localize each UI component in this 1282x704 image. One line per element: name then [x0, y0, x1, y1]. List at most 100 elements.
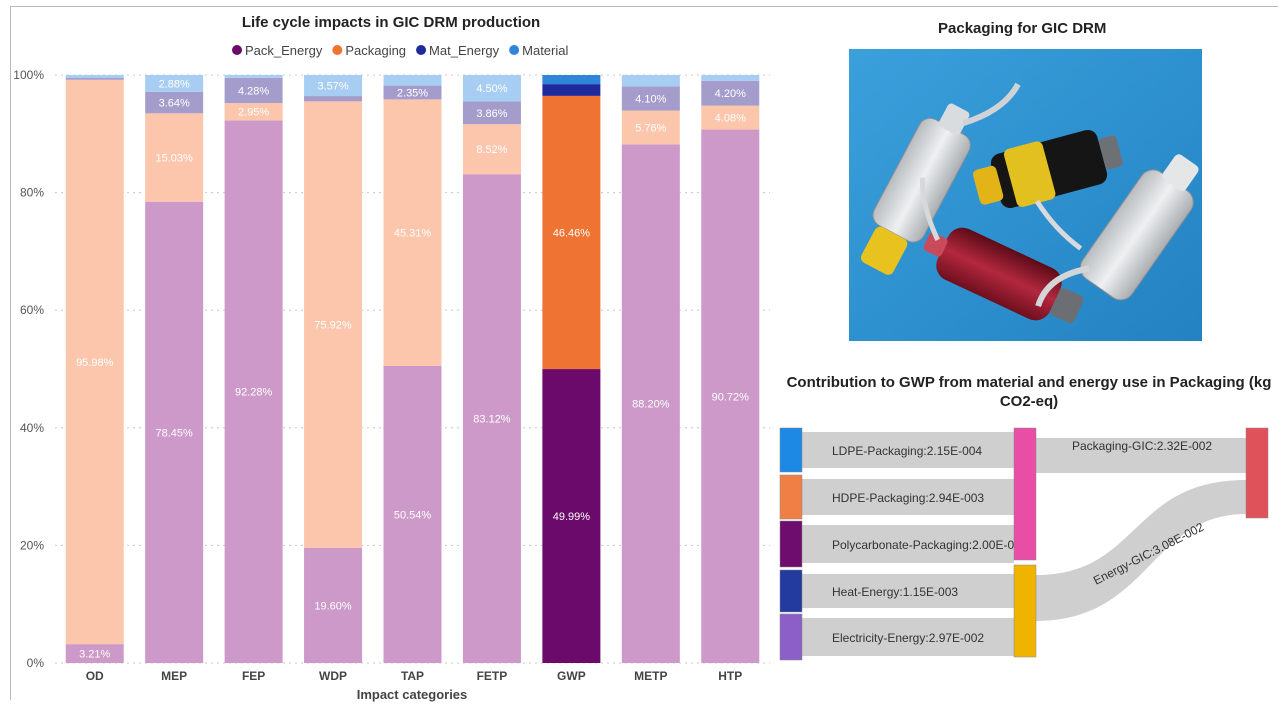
legend-marker — [416, 45, 427, 55]
bar-segment — [542, 84, 601, 96]
photo-title: Packaging for GIC DRM — [938, 20, 1107, 37]
bar-segment — [383, 85, 442, 100]
sankey-node-label: Electricity-Energy:2.97E-002 — [832, 631, 984, 645]
data-label: 92.28% — [235, 387, 273, 399]
legend-label: Material — [522, 43, 568, 58]
data-label: 88.20% — [632, 399, 670, 411]
bar-segment — [145, 201, 204, 664]
sankey-link-label: Packaging-GIC:2.32E-002 — [1072, 439, 1212, 453]
data-label: 4.08% — [715, 113, 746, 125]
bar-segment — [145, 91, 204, 114]
data-label: 15.03% — [156, 153, 194, 165]
bar-segment — [304, 547, 363, 663]
bar-segment — [65, 644, 124, 663]
data-label: 19.60% — [314, 600, 352, 612]
data-label: 46.46% — [553, 227, 591, 239]
bar-segment — [701, 80, 760, 106]
y-tick-label: 60% — [20, 303, 44, 317]
bar-segment — [621, 110, 680, 145]
sankey-node — [1013, 564, 1037, 658]
bar-segment — [224, 103, 283, 121]
sankey-node — [779, 569, 803, 613]
dashboard-frame — [10, 6, 1278, 700]
sankey-node — [779, 520, 803, 568]
bar-segment — [224, 77, 283, 104]
bar-segment — [65, 75, 124, 78]
legend-marker — [509, 45, 520, 55]
bar-segment — [304, 101, 363, 548]
data-label: 5.76% — [635, 122, 666, 134]
data-label: 2.95% — [238, 107, 269, 119]
bar-segment — [462, 174, 521, 663]
bar-segment — [65, 79, 124, 645]
bar-segment — [462, 101, 521, 125]
bar-segment — [304, 75, 363, 97]
legend-label: Mat_Energy — [429, 43, 500, 58]
bar-segment — [621, 75, 680, 87]
x-tick-label: TAP — [401, 669, 424, 683]
bar-segment — [701, 75, 760, 81]
x-tick-label: HTP — [718, 669, 742, 683]
bar-segment — [542, 95, 601, 370]
sankey-node — [779, 613, 803, 661]
sankey-node-label: HDPE-Packaging:2.94E-003 — [832, 491, 984, 505]
sankey-node — [779, 474, 803, 520]
data-label: 3.86% — [476, 108, 507, 120]
x-tick-label: FEP — [242, 669, 265, 683]
y-tick-label: 100% — [13, 68, 44, 82]
bar-segment — [65, 77, 124, 80]
data-label: 50.54% — [394, 509, 432, 521]
data-label: 90.72% — [712, 391, 750, 403]
sankey-link — [802, 574, 1014, 608]
sankey-node — [1245, 427, 1269, 519]
legend-marker — [232, 45, 242, 55]
bar-segment — [383, 75, 442, 86]
data-label: 3.64% — [159, 98, 190, 110]
sankey-link — [802, 525, 1014, 563]
bar-segment — [383, 365, 442, 663]
sankey-link — [1036, 480, 1246, 621]
x-tick-label: WDP — [319, 669, 347, 683]
sankey-link — [802, 618, 1014, 656]
sankey-link — [802, 432, 1014, 468]
bar-segment — [701, 105, 760, 130]
bar-segment — [145, 113, 204, 202]
bar-segment — [224, 75, 283, 78]
legend-label: Packaging — [345, 43, 406, 58]
x-tick-label: OD — [86, 669, 104, 683]
stacked-bar-chart: Life cycle impacts in GIC DRM production… — [13, 14, 770, 702]
y-tick-label: 80% — [20, 186, 44, 200]
bar-segment — [304, 96, 363, 102]
bar-segment — [383, 99, 442, 366]
bar-segment — [621, 86, 680, 111]
bar-segment — [621, 144, 680, 663]
data-label: 4.10% — [635, 93, 666, 105]
data-label: 3.57% — [317, 81, 348, 93]
bar-segment — [701, 129, 760, 663]
data-label: 4.28% — [238, 85, 269, 97]
sankey-title: Contribution to GWP from material and en… — [786, 374, 1272, 410]
data-label: 45.31% — [394, 228, 432, 240]
sankey-node-label: Heat-Energy:1.15E-003 — [832, 585, 958, 599]
data-label: 75.92% — [314, 320, 352, 332]
x-tick-label: MEP — [161, 669, 187, 683]
y-tick-label: 20% — [20, 538, 44, 552]
data-label: 4.20% — [715, 88, 746, 100]
sankey-link — [802, 479, 1014, 515]
legend-label: Pack_Energy — [245, 43, 323, 58]
legend: Pack_Energy Packaging Mat_Energy Material — [232, 43, 568, 58]
sankey-node-label: LDPE-Packaging:2.15E-004 — [832, 444, 982, 458]
data-label: 95.98% — [76, 357, 114, 369]
data-label: 8.52% — [476, 144, 507, 156]
data-label: 4.50% — [476, 83, 507, 95]
packaging-photo — [849, 49, 1202, 341]
x-tick-label: FETP — [477, 669, 508, 683]
bar-segment — [145, 75, 204, 92]
data-label: 49.99% — [553, 511, 591, 523]
sankey-chart: LDPE-Packaging:2.15E-004 HDPE-Packaging:2… — [779, 427, 1269, 661]
sankey-node-label: Polycarbonate-Packaging:2.00E-002 — [832, 538, 1028, 552]
chart-title: Life cycle impacts in GIC DRM production — [242, 14, 540, 31]
x-tick-label: METP — [634, 669, 667, 683]
y-tick-label: 0% — [27, 656, 45, 670]
x-tick-label: GWP — [557, 669, 586, 683]
